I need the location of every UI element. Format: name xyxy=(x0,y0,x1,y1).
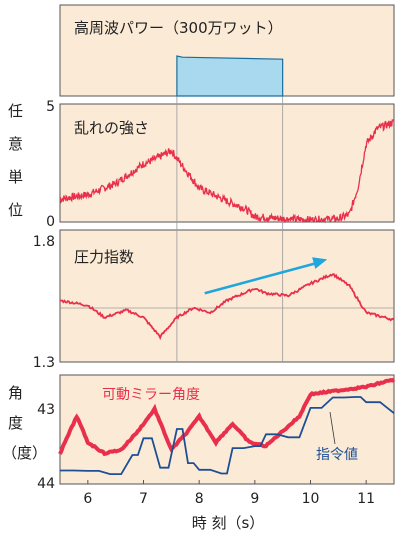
angle-ytick-43: 43 xyxy=(37,402,55,418)
angle-side-char-2: 度 xyxy=(8,414,23,432)
turbulence-ytick-top: 5 xyxy=(46,99,55,115)
mirror-angle-line xyxy=(58,377,396,457)
x-tick-label: 8 xyxy=(195,491,204,507)
x-ticks: 6 7 8 9 10 11 xyxy=(83,480,375,507)
command-value-label: 指令値 xyxy=(316,447,358,463)
angle-side-char-1: 角 xyxy=(8,384,23,402)
y-side-char-1: 任 xyxy=(8,102,23,120)
pressure-ytick-bottom: 1.3 xyxy=(33,355,55,371)
turbulence-line xyxy=(59,119,395,224)
y-side-char-2: 意 xyxy=(8,135,23,153)
command-value-leader xyxy=(329,411,336,445)
x-tick-label: 10 xyxy=(302,491,320,507)
turbulence-title: 乱れの強さ xyxy=(74,119,149,137)
rf-power-area xyxy=(176,55,284,97)
rf-power-title: 高周波パワー（300万ワット） xyxy=(74,19,283,37)
x-tick-label: 11 xyxy=(357,491,375,507)
angle-ytick-44: 44 xyxy=(37,476,55,492)
x-tick-label: 6 xyxy=(83,491,92,507)
series-layer xyxy=(58,55,396,475)
mirror-angle-label: 可動ミラー角度 xyxy=(102,387,200,403)
pressure-line xyxy=(60,273,395,341)
pressure-title: 圧力指数 xyxy=(74,248,134,266)
y-side-char-3: 単 xyxy=(8,168,23,186)
y-side-char-4: 位 xyxy=(8,201,23,219)
pressure-ytick-top: 1.8 xyxy=(33,234,55,250)
angle-side-char-3: （度） xyxy=(2,444,47,462)
panel-pressure xyxy=(59,229,395,363)
trend-arrow-shaft xyxy=(204,261,320,295)
x-tick-label: 9 xyxy=(250,491,259,507)
turbulence-ytick-bottom: 0 xyxy=(46,214,55,230)
x-axis-title: 時 刻（s） xyxy=(192,514,265,532)
x-tick-label: 7 xyxy=(139,491,148,507)
command-value-line xyxy=(60,396,395,475)
trend-arrow-head xyxy=(312,257,328,269)
